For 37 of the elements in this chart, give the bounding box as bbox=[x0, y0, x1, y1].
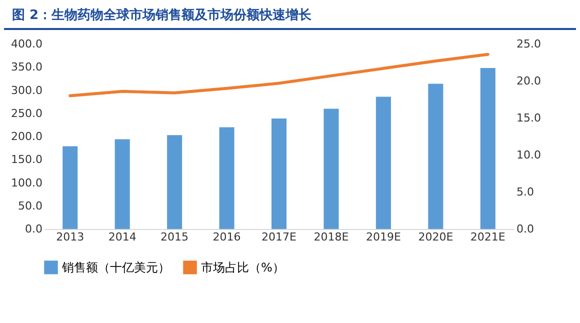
x-tick-label: 2015 bbox=[160, 230, 189, 244]
x-tick-label: 2014 bbox=[108, 230, 136, 244]
legend-label: 市场占比（%） bbox=[201, 260, 284, 274]
x-tick-label: 2013 bbox=[56, 230, 84, 244]
x-tick-label: 2016 bbox=[212, 230, 241, 244]
y-tick-label: 150.0 bbox=[11, 153, 42, 166]
x-tick-label: 2020E bbox=[418, 230, 454, 244]
y2-tick-label: 20.0 bbox=[516, 74, 541, 88]
y-tick-label: 100.0 bbox=[11, 176, 42, 190]
x-tick-label: 2017E bbox=[262, 230, 297, 244]
bar bbox=[62, 146, 78, 229]
bar bbox=[324, 108, 339, 229]
line-series bbox=[68, 52, 490, 98]
bar bbox=[167, 135, 182, 229]
y-tick-label: 200.0 bbox=[11, 130, 42, 143]
bar bbox=[428, 84, 444, 229]
y2-tick-label: 5.0 bbox=[516, 186, 534, 198]
y-tick-label: 300.0 bbox=[11, 84, 42, 97]
bar bbox=[376, 96, 391, 229]
bar bbox=[480, 68, 496, 229]
y-tick-label: 350.0 bbox=[11, 60, 42, 74]
y-tick-label: 50.0 bbox=[18, 199, 42, 212]
x-tick-label: 2018E bbox=[314, 230, 349, 244]
x-tick-label: 2021E bbox=[470, 230, 506, 244]
y2-tick-label: 25.0 bbox=[516, 38, 541, 50]
legend-label: 销售额（十亿美元） bbox=[61, 260, 170, 274]
chart-title: 图 2：生物药物全球市场销售额及市场份额快速增长 bbox=[4, 0, 576, 30]
y-tick-label: 0.0 bbox=[25, 222, 42, 236]
y-tick-label: 400.0 bbox=[11, 38, 42, 50]
y2-tick-label: 10.0 bbox=[516, 148, 541, 162]
y-tick-label: 250.0 bbox=[11, 106, 42, 120]
bar bbox=[219, 127, 234, 229]
bar bbox=[114, 139, 130, 229]
y2-tick-label: 15.0 bbox=[516, 112, 541, 124]
x-tick-label: 2019E bbox=[366, 230, 401, 244]
y2-tick-label: 0.0 bbox=[516, 222, 534, 236]
bar bbox=[271, 118, 287, 229]
